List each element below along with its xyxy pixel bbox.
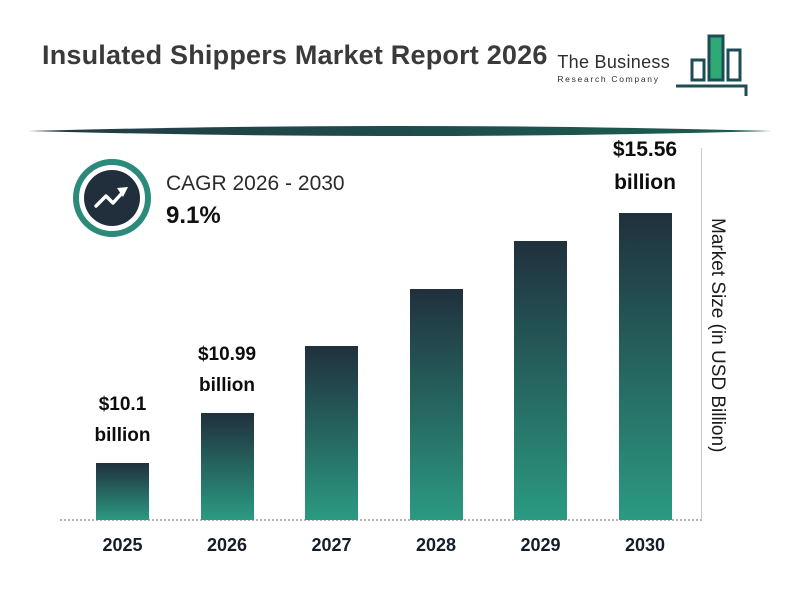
bar-column-2028: 2028 (409, 289, 463, 555)
page-title: Insulated Shippers Market Report 2026 (42, 40, 548, 70)
year-label-2028: 2028 (415, 535, 457, 555)
y-axis-line (701, 148, 702, 520)
bar-2026 (200, 413, 254, 520)
year-label-2029: 2029 (520, 535, 561, 555)
bar-column-2026: $10.99 billion 2026 (198, 340, 256, 555)
year-label-2026: 2026 (206, 535, 248, 555)
bar-2027 (305, 346, 358, 520)
bar-2030 (618, 213, 672, 520)
bar-2025 (96, 463, 149, 520)
bar-column-2027: 2027 (305, 346, 358, 555)
divider-line (28, 126, 772, 136)
value-label-2030: $15.56 billion (612, 137, 678, 195)
year-label-2025: 2025 (102, 535, 143, 555)
year-label-2030: 2030 (624, 535, 666, 555)
company-logo: The Business Research Company (557, 34, 752, 98)
cagr-value: 9.1% (166, 202, 221, 229)
cagr-label: CAGR 2026 - 2030 (166, 172, 345, 195)
bar-column-2030: $15.56 billion 2030 (613, 133, 677, 555)
growth-arrow-icon (73, 159, 151, 237)
logo-company-subtitle: Research Company (557, 74, 660, 84)
year-label-2027: 2027 (311, 535, 352, 555)
bar-2028 (409, 289, 463, 520)
value-label-2025: $10.1 billion (94, 394, 151, 446)
bar-column-2029: 2029 (514, 241, 567, 555)
logo-company-name: The Business (557, 52, 670, 72)
x-axis-baseline (60, 519, 702, 521)
y-axis-label: Market Size (in USD Billion) (707, 217, 728, 453)
logo-bars-icon (676, 34, 748, 96)
logo-text: The Business Research Company (557, 52, 670, 84)
bar-column-2025: $10.1 billion 2025 (95, 390, 151, 555)
value-label-2026: $10.99 billion (197, 344, 257, 396)
bar-2029 (514, 241, 567, 520)
